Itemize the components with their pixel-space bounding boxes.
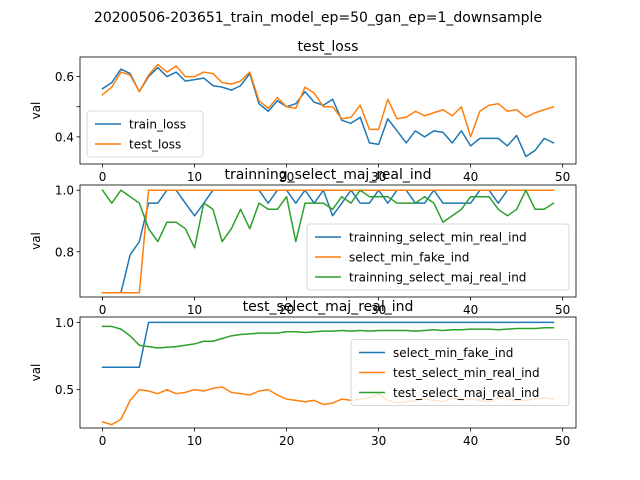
legend: train_loss test_loss <box>86 110 204 158</box>
series-line-test_select_maj_real_ind <box>101 325 555 349</box>
y-axis-label: val <box>29 102 43 120</box>
legend: select_min_fake_ind test_select_min_real_… <box>350 339 570 406</box>
subplot-title: test_select_maj_real_ind <box>243 299 414 315</box>
x-tick-label: 20 <box>279 170 294 184</box>
legend-box <box>86 110 204 158</box>
y-tick-label: 0.6 <box>55 70 74 84</box>
legend-box <box>350 339 570 406</box>
x-tick-label: 20 <box>279 303 294 317</box>
legend-label: train_loss <box>129 118 186 132</box>
y-tick-label: 0.4 <box>55 130 74 144</box>
axes-frame <box>79 184 577 298</box>
x-tick-label: 0 <box>99 170 107 184</box>
subplot-1: 0 10 20 30 40 500.40.6valtest_losstrain_losst… <box>29 39 577 184</box>
legend-label: select_min_fake_ind <box>349 251 469 265</box>
x-tick-label: 40 <box>463 303 478 317</box>
y-tick-label: 0.8 <box>55 245 74 259</box>
x-tick-label: 30 <box>371 434 386 448</box>
subplot-title: test_loss <box>298 39 359 55</box>
series-line-trainning_select_min_real_ind <box>101 189 555 294</box>
y-tick-label: 1.0 <box>55 316 74 330</box>
x-tick-label: 0 <box>99 434 107 448</box>
subplot-title: trainning_select_maj_real_ind <box>225 167 432 183</box>
series-line-select_min_fake_ind <box>101 321 555 368</box>
x-tick-label: 50 <box>555 434 570 448</box>
series-line-train_loss <box>101 66 555 158</box>
x-tick-label: 10 <box>187 170 202 184</box>
x-tick-label: 30 <box>371 170 386 184</box>
x-tick-label: 10 <box>187 303 202 317</box>
y-axis-label: val <box>29 232 43 250</box>
x-tick-label: 0 <box>99 303 107 317</box>
x-tick-label: 40 <box>463 434 478 448</box>
legend-label: test_loss <box>129 138 181 152</box>
legend-label: select_min_fake_ind <box>393 346 513 360</box>
subplot-2: 0 10 20 30 40 50 0.8 1.0 val trainning_select_maj… <box>29 167 577 317</box>
subplots: 0 10 20 30 40 500.40.6valtest_losstrain_losst… <box>29 39 577 448</box>
y-tick-label: 1.0 <box>55 184 74 198</box>
y-tick-label: 0.5 <box>55 383 74 397</box>
legend-label: trainning_select_maj_real_ind <box>349 271 526 285</box>
legend-label: trainning_select_min_real_ind <box>349 231 527 245</box>
y-axis-label: val <box>29 364 43 382</box>
x-tick-label: 20 <box>279 434 294 448</box>
series-line-select_min_fake_ind <box>101 189 555 294</box>
x-tick-label: 50 <box>555 303 570 317</box>
axes-frame <box>79 316 577 429</box>
legend-label: test_select_min_real_ind <box>393 366 540 380</box>
legend-box <box>306 223 570 291</box>
legend-label: test_select_maj_real_ind <box>393 386 539 400</box>
series-line-trainning_select_maj_real_ind <box>101 189 555 249</box>
x-tick-label: 10 <box>187 434 202 448</box>
series-line-test_loss <box>101 63 555 138</box>
subplot-3: 0 10 20 30 40 50 0.5 1.0 val test_select_maj_real… <box>29 299 577 448</box>
legend: trainning_select_min_real_ind select_min_… <box>306 223 570 291</box>
x-tick-label: 50 <box>555 170 570 184</box>
figure-suptitle: 20200506-203651_train_model_ep=50_gan_ep… <box>94 10 542 26</box>
x-tick-label: 40 <box>463 170 478 184</box>
axes-frame <box>79 56 577 165</box>
x-tick-label: 30 <box>371 303 386 317</box>
